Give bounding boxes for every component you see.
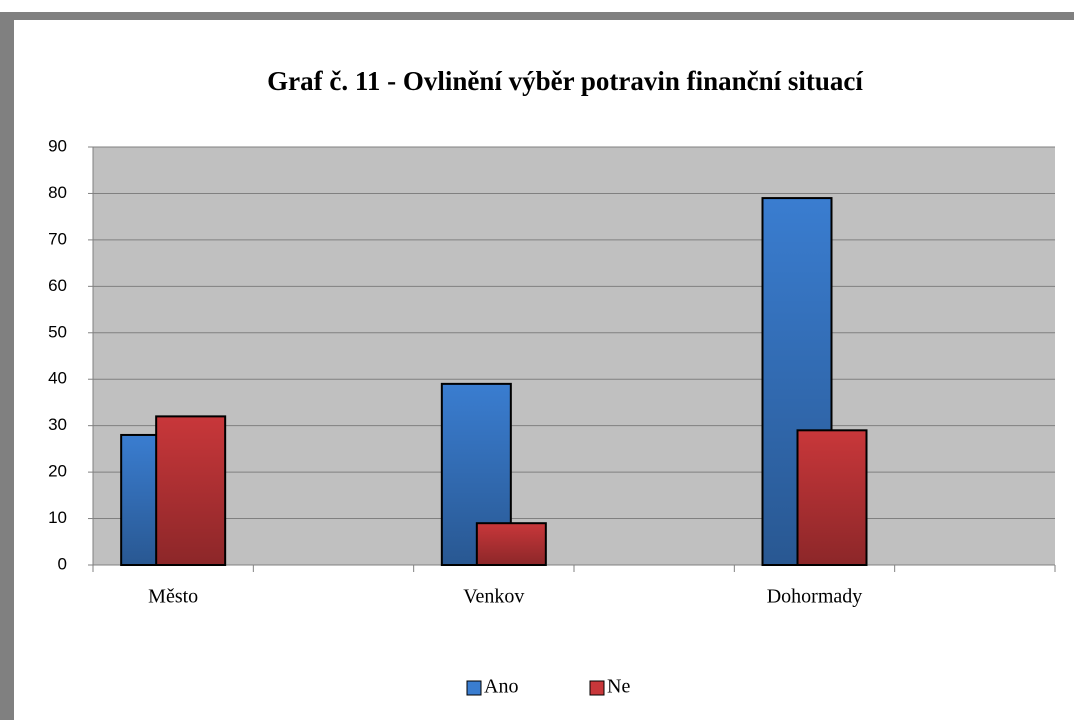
y-tick-label: 80 [48,183,67,202]
y-tick-label: 10 [48,508,67,527]
legend-swatch [466,680,482,696]
frame-left [0,12,14,720]
y-tick-label: 0 [58,554,67,573]
y-tick-label: 70 [48,229,67,248]
bar [155,415,227,566]
y-tick-label: 60 [48,276,67,295]
y-tick-label: 50 [48,322,67,341]
plot-area [93,147,1055,565]
frame-top [0,12,1074,20]
y-tick-label: 20 [48,462,67,481]
x-tick-label: Město [148,586,198,608]
y-tick-label: 40 [48,369,67,388]
legend-label: Ne [607,676,630,698]
y-tick-label: 30 [48,415,67,434]
bar [796,429,868,566]
x-tick-label: Venkov [463,586,524,608]
legend-label: Ano [484,676,518,698]
y-tick-label: 90 [48,136,67,155]
chart-title: Graf č. 11 - Ovlinění výběr potravin fin… [267,66,863,96]
bar [475,522,547,567]
x-tick-label: Dohormady [767,586,863,608]
legend-swatch [589,680,605,696]
